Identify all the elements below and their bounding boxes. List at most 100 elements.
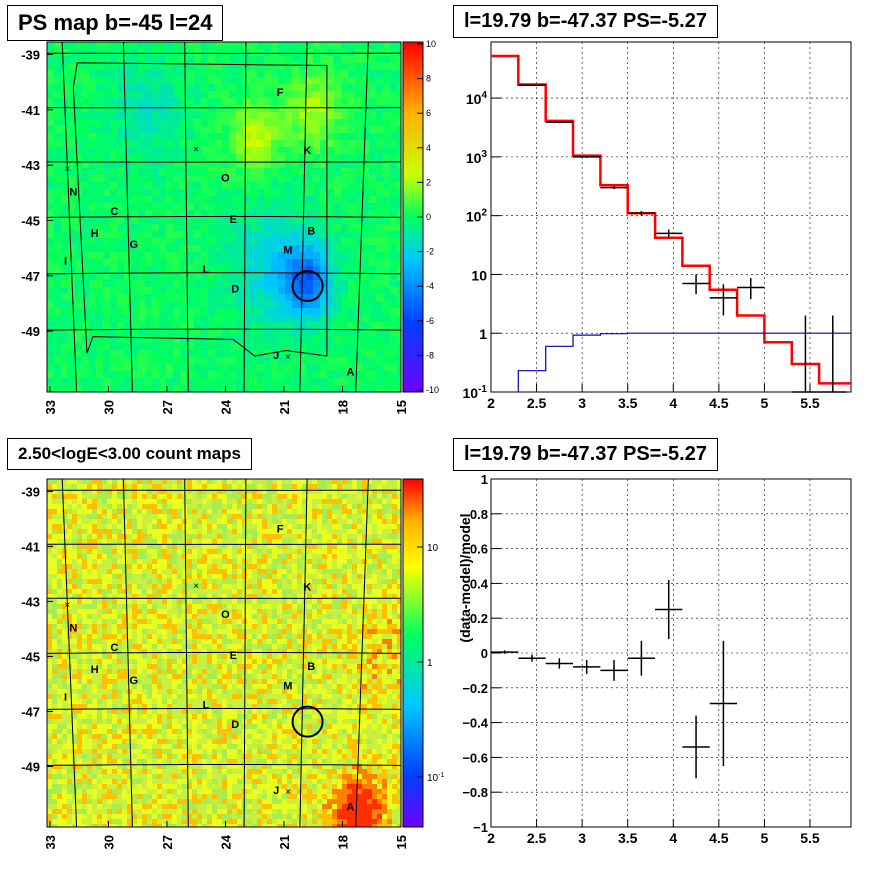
count-cell [242,574,247,579]
ps-cell [75,147,82,154]
count-cell [387,509,392,514]
ps-cell [299,322,306,329]
ps-cell [327,350,334,357]
ps-cell [117,126,124,133]
ps-cell [166,119,173,126]
count-cell [262,499,267,504]
ps-cell [320,133,327,140]
count-cell [202,629,207,634]
count-cell [167,564,172,569]
ps-cell [341,49,348,56]
ps-cell [194,49,201,56]
count-cell [57,534,62,539]
count-cell [362,494,367,499]
ps-cell [75,273,82,280]
count-cell [237,634,242,639]
count-cell [227,629,232,634]
count-cell [127,509,132,514]
ps-cell [236,168,243,175]
ps-cell [47,56,54,63]
ps-cell [369,210,376,217]
count-cell [112,589,117,594]
count-cell [387,619,392,624]
count-cell [317,604,322,609]
count-cell [202,534,207,539]
ps-cell [180,287,187,294]
ps-cell [187,231,194,238]
count-cell [107,544,112,549]
count-cell [167,479,172,484]
count-cell [262,534,267,539]
count-cell [172,529,177,534]
ps-cell [299,224,306,231]
ps-cell [82,245,89,252]
count-cell [177,594,182,599]
count-cell [212,479,217,484]
ps-cell [376,336,383,343]
ps-cell [390,224,397,231]
ps-cell [180,308,187,315]
count-cell [362,519,367,524]
ps-cell [264,259,271,266]
ps-cell [376,322,383,329]
count-cell [342,589,347,594]
count-cell [347,624,352,629]
count-cell [297,539,302,544]
count-cell [367,584,372,589]
count-cell [52,639,57,644]
ps-cell [376,63,383,70]
ps-cell [278,259,285,266]
ps-cell [159,175,166,182]
ps-cell [75,378,82,385]
ps-cell [208,203,215,210]
ps-cell [222,56,229,63]
ps-cell [278,84,285,91]
count-cell [382,574,387,579]
count-cell [222,574,227,579]
count-cell [357,504,362,509]
count-cell [247,524,252,529]
ps-cell [89,182,96,189]
count-cell [337,599,342,604]
count-cell [382,494,387,499]
count-cell [247,494,252,499]
ps-cell [187,315,194,322]
count-cell [292,574,297,579]
ps-cell [369,91,376,98]
ps-cell [166,203,173,210]
ps-cell [383,280,390,287]
count-cell [177,564,182,569]
count-cell [137,534,142,539]
ps-cell [159,294,166,301]
ps-cell [292,238,299,245]
count-cell [387,554,392,559]
count-cell [162,564,167,569]
count-cell [172,534,177,539]
count-cell [397,499,401,504]
count-cell [72,529,77,534]
count-cell [52,549,57,554]
count-cell [127,574,132,579]
ps-cell [334,259,341,266]
count-cell [232,494,237,499]
count-cell [167,569,172,574]
colorbar-tick-label: 4 [426,143,431,153]
count-cell [382,499,387,504]
ps-cell [390,280,397,287]
ps-cell [96,343,103,350]
count-cell [52,489,57,494]
ps-cell [313,133,320,140]
ps-cell [208,294,215,301]
count-cell [272,509,277,514]
ps-cell [250,322,257,329]
count-cell [222,539,227,544]
ps-cell [124,371,131,378]
ps-cell [250,203,257,210]
ps-cell [292,224,299,231]
ps-cell [159,119,166,126]
ps-cell [341,119,348,126]
ps-cell [334,70,341,77]
ps-cell [292,168,299,175]
count-cell [217,529,222,534]
ps-cell [152,126,159,133]
